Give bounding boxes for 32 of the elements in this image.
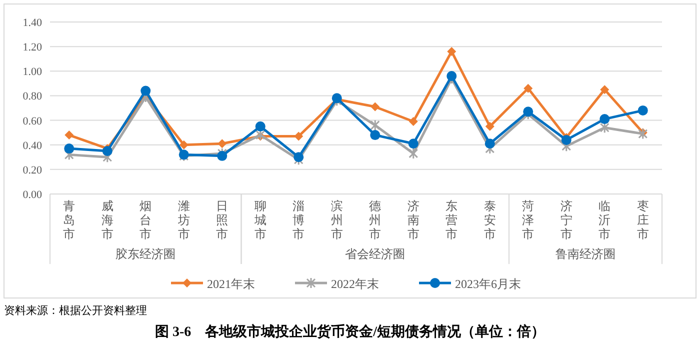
x-tick-label: 临沂市 <box>598 199 611 241</box>
text: 省会经济圈 <box>345 247 406 261</box>
text: 鲁南经济圈 <box>556 247 616 261</box>
legend-label: 2021年末 <box>207 277 255 291</box>
x-tick-label: 泰安市 <box>484 199 496 241</box>
x-tick-label: 威海市 <box>101 199 114 241</box>
y-tick-label: 0.60 <box>22 115 42 128</box>
x-tick-label: 淄博市 <box>292 199 305 241</box>
x-tick-label: 日照市 <box>216 199 228 241</box>
text: 胶东经济圈 <box>116 247 176 261</box>
legend-label: 2022年末 <box>331 277 379 291</box>
x-tick-label: 聊城市 <box>253 199 266 241</box>
legend-label: 2023年6月末 <box>455 277 521 291</box>
x-tick-label: 东营市 <box>446 199 458 241</box>
x-tick-label: 德州市 <box>369 199 382 241</box>
x-tick-label: 滨州市 <box>330 199 343 241</box>
x-tick-label: 青岛市 <box>63 199 76 241</box>
x-tick-label: 济宁市 <box>560 199 572 241</box>
y-tick-label: 1.20 <box>22 42 42 54</box>
y-tick-label: 0.00 <box>22 189 42 201</box>
text: 图 3-6 各地级市城投企业货币资金/短期债务情况（单位：倍） <box>154 323 546 340</box>
x-tick-label: 烟台市 <box>140 199 152 241</box>
y-tick-label: 0.80 <box>22 90 42 103</box>
x-tick-label: 济南市 <box>407 199 420 241</box>
x-tick-label: 枣庄市 <box>636 199 649 241</box>
x-tick-label: 菏泽市 <box>522 199 534 241</box>
text: 资料来源：根据公开资料整理 <box>4 304 147 317</box>
y-tick-label: 1.40 <box>22 17 42 29</box>
x-tick-label: 潍坊市 <box>176 199 190 241</box>
y-tick-label: 0.20 <box>22 164 42 176</box>
y-tick-label: 1.00 <box>22 66 42 78</box>
y-tick-label: 0.40 <box>22 140 42 152</box>
